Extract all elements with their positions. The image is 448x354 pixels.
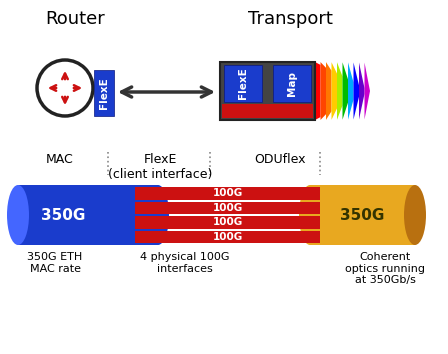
Bar: [222, 104, 313, 118]
Text: 100G: 100G: [212, 232, 243, 242]
FancyBboxPatch shape: [224, 65, 262, 102]
Text: FlexE: FlexE: [238, 68, 248, 99]
Polygon shape: [353, 62, 359, 120]
Text: 350G: 350G: [41, 207, 85, 223]
Text: Coherent
optics running
at 350Gb/s: Coherent optics running at 350Gb/s: [345, 252, 425, 285]
Polygon shape: [343, 62, 348, 120]
Text: 100G: 100G: [212, 217, 243, 227]
Ellipse shape: [7, 185, 29, 245]
Text: 350G ETH
MAC rate: 350G ETH MAC rate: [27, 252, 82, 274]
Ellipse shape: [404, 185, 426, 245]
FancyBboxPatch shape: [220, 62, 315, 120]
Polygon shape: [332, 62, 337, 120]
Text: FlexE: FlexE: [99, 77, 109, 109]
Text: Router: Router: [45, 10, 105, 28]
Bar: [135, 216, 320, 228]
Ellipse shape: [147, 185, 169, 245]
Text: 100G: 100G: [212, 203, 243, 213]
FancyBboxPatch shape: [94, 70, 114, 116]
Bar: [135, 201, 320, 214]
Ellipse shape: [299, 185, 321, 245]
Polygon shape: [315, 62, 320, 120]
Text: ODUflex: ODUflex: [254, 153, 306, 166]
Polygon shape: [337, 62, 343, 120]
Polygon shape: [320, 62, 326, 120]
Polygon shape: [326, 62, 332, 120]
Polygon shape: [365, 63, 370, 120]
Text: 4 physical 100G
interfaces: 4 physical 100G interfaces: [140, 252, 230, 274]
FancyBboxPatch shape: [273, 65, 311, 102]
Polygon shape: [359, 62, 365, 120]
Polygon shape: [348, 62, 353, 120]
Bar: [135, 230, 320, 243]
Bar: [135, 187, 320, 200]
Bar: [310, 185, 415, 245]
Text: Map: Map: [287, 71, 297, 96]
Text: MAC: MAC: [46, 153, 74, 166]
Bar: [18, 185, 158, 245]
Text: 350G: 350G: [340, 207, 385, 223]
Text: 100G: 100G: [212, 188, 243, 198]
Text: Transport: Transport: [248, 10, 332, 28]
Text: FlexE
(client interface): FlexE (client interface): [108, 153, 212, 181]
